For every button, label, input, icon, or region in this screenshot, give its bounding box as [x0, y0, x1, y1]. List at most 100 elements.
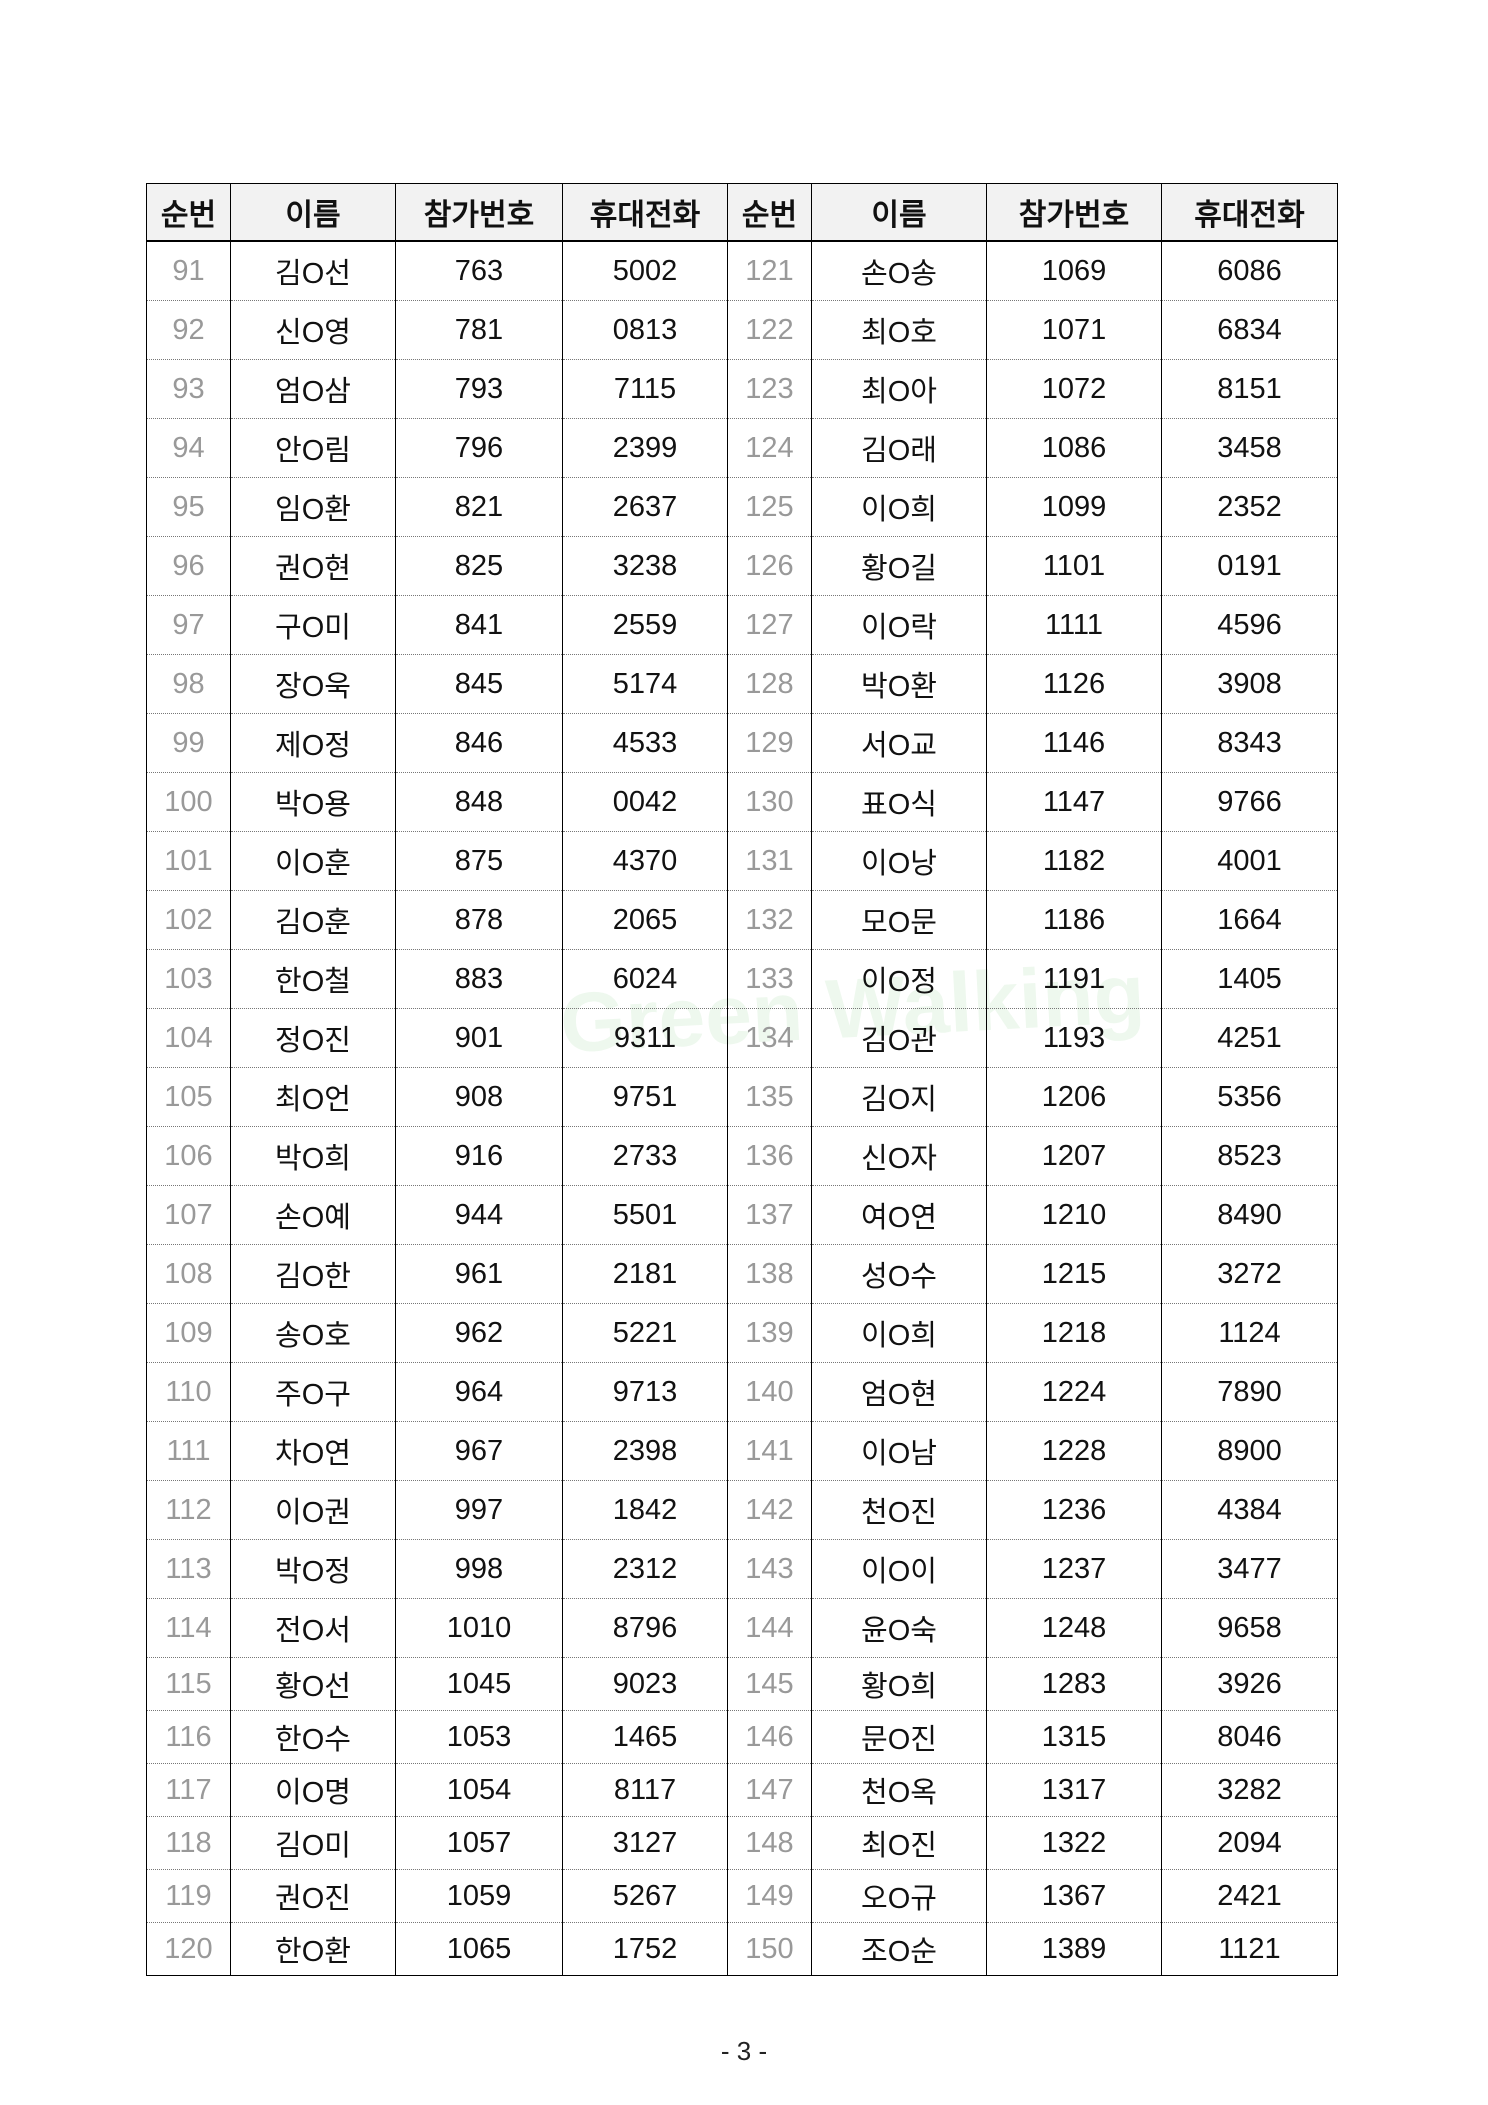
cell-seq: 134	[727, 1008, 812, 1068]
cell-seq: 112	[146, 1480, 231, 1540]
cell-entry-number: 1210	[986, 1185, 1162, 1245]
cell-seq: 94	[146, 418, 231, 478]
cell-entry-number: 908	[395, 1067, 563, 1127]
cell-name: 한O환	[230, 1922, 396, 1976]
cell-seq: 127	[727, 595, 812, 655]
table-row: 115 황O선 1045 9023 145 황O희 1283 3926	[146, 1657, 1338, 1711]
cell-phone: 3477	[1161, 1539, 1338, 1599]
cell-name: 신O자	[811, 1126, 987, 1186]
cell-entry-number: 1283	[986, 1657, 1162, 1711]
cell-phone: 7115	[562, 359, 728, 419]
table-row: 94 안O림 796 2399 124 김O래 1086 3458	[146, 418, 1338, 478]
cell-phone: 1842	[562, 1480, 728, 1540]
cell-seq: 96	[146, 536, 231, 596]
cell-seq: 147	[727, 1763, 812, 1817]
cell-entry-number: 841	[395, 595, 563, 655]
cell-entry-number: 1389	[986, 1922, 1162, 1976]
cell-entry-number: 1191	[986, 949, 1162, 1009]
table-row: 98 장O욱 845 5174 128 박O환 1126 3908	[146, 654, 1338, 714]
cell-seq: 107	[146, 1185, 231, 1245]
cell-phone: 2065	[562, 890, 728, 950]
cell-phone: 1752	[562, 1922, 728, 1976]
cell-entry-number: 781	[395, 300, 563, 360]
table-row: 119 권O진 1059 5267 149 오O규 1367 2421	[146, 1869, 1338, 1923]
cell-name: 엄O현	[811, 1362, 987, 1422]
table-row: 95 임O환 821 2637 125 이O희 1099 2352	[146, 477, 1338, 537]
cell-name: 이O남	[811, 1421, 987, 1481]
cell-seq: 110	[146, 1362, 231, 1422]
cell-seq: 145	[727, 1657, 812, 1711]
cell-name: 이O명	[230, 1763, 396, 1817]
cell-name: 박O정	[230, 1539, 396, 1599]
table-row: 92 신O영 781 0813 122 최O호 1071 6834	[146, 300, 1338, 360]
cell-phone: 0813	[562, 300, 728, 360]
cell-seq: 123	[727, 359, 812, 419]
cell-entry-number: 825	[395, 536, 563, 596]
cell-name: 한O수	[230, 1710, 396, 1764]
cell-entry-number: 916	[395, 1126, 563, 1186]
cell-seq: 133	[727, 949, 812, 1009]
cell-entry-number: 796	[395, 418, 563, 478]
table-row: 107 손O예 944 5501 137 여O연 1210 8490	[146, 1185, 1338, 1245]
cell-phone: 3458	[1161, 418, 1338, 478]
table-row: 111 차O연 967 2398 141 이O남 1228 8900	[146, 1421, 1338, 1481]
cell-name: 한O철	[230, 949, 396, 1009]
cell-entry-number: 1367	[986, 1869, 1162, 1923]
cell-name: 전O서	[230, 1598, 396, 1658]
cell-entry-number: 1057	[395, 1816, 563, 1870]
cell-seq: 130	[727, 772, 812, 832]
table-header-row: 순번 이름 참가번호 휴대전화 순번 이름 참가번호 휴대전화	[146, 183, 1338, 242]
cell-name: 이O정	[811, 949, 987, 1009]
cell-entry-number: 845	[395, 654, 563, 714]
cell-name: 황O선	[230, 1657, 396, 1711]
cell-phone: 1124	[1161, 1303, 1338, 1363]
table-row: 91 김O선 763 5002 121 손O송 1069 6086	[146, 241, 1338, 301]
cell-seq: 138	[727, 1244, 812, 1304]
cell-entry-number: 1126	[986, 654, 1162, 714]
cell-entry-number: 878	[395, 890, 563, 950]
cell-seq: 119	[146, 1869, 231, 1923]
cell-seq: 114	[146, 1598, 231, 1658]
cell-name: 서O교	[811, 713, 987, 773]
cell-entry-number: 961	[395, 1244, 563, 1304]
cell-phone: 5174	[562, 654, 728, 714]
header-seq: 순번	[146, 183, 231, 242]
cell-phone: 6834	[1161, 300, 1338, 360]
cell-name: 황O희	[811, 1657, 987, 1711]
cell-name: 여O연	[811, 1185, 987, 1245]
header-seq: 순번	[727, 183, 812, 242]
cell-entry-number: 1215	[986, 1244, 1162, 1304]
cell-seq: 121	[727, 241, 812, 301]
cell-entry-number: 1069	[986, 241, 1162, 301]
cell-phone: 9751	[562, 1067, 728, 1127]
cell-name: 김O훈	[230, 890, 396, 950]
table-row: 114 전O서 1010 8796 144 윤O숙 1248 9658	[146, 1598, 1338, 1658]
cell-seq: 132	[727, 890, 812, 950]
cell-seq: 95	[146, 477, 231, 537]
cell-phone: 4384	[1161, 1480, 1338, 1540]
cell-phone: 8796	[562, 1598, 728, 1658]
cell-name: 김O지	[811, 1067, 987, 1127]
cell-phone: 9311	[562, 1008, 728, 1068]
cell-entry-number: 1101	[986, 536, 1162, 596]
cell-phone: 8151	[1161, 359, 1338, 419]
cell-entry-number: 1059	[395, 1869, 563, 1923]
cell-name: 박O환	[811, 654, 987, 714]
cell-entry-number: 967	[395, 1421, 563, 1481]
cell-name: 최O호	[811, 300, 987, 360]
cell-phone: 5267	[562, 1869, 728, 1923]
cell-phone: 2312	[562, 1539, 728, 1599]
cell-name: 모O문	[811, 890, 987, 950]
cell-entry-number: 901	[395, 1008, 563, 1068]
cell-name: 최O언	[230, 1067, 396, 1127]
cell-name: 박O용	[230, 772, 396, 832]
cell-entry-number: 1322	[986, 1816, 1162, 1870]
cell-seq: 97	[146, 595, 231, 655]
cell-name: 문O진	[811, 1710, 987, 1764]
cell-phone: 7890	[1161, 1362, 1338, 1422]
cell-phone: 4596	[1161, 595, 1338, 655]
cell-phone: 3908	[1161, 654, 1338, 714]
cell-phone: 6086	[1161, 241, 1338, 301]
cell-name: 최O진	[811, 1816, 987, 1870]
table-row: 116 한O수 1053 1465 146 문O진 1315 8046	[146, 1710, 1338, 1764]
